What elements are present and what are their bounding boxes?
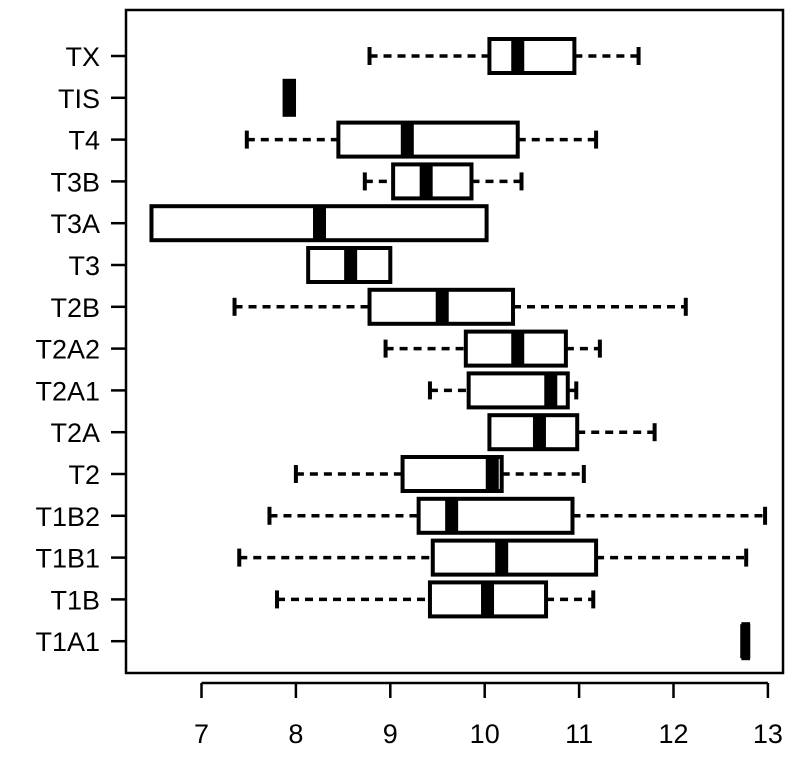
x-tick-label: 10 <box>470 719 500 749</box>
median-mark <box>445 498 459 533</box>
box-iqr <box>487 37 577 75</box>
median-mark <box>485 457 499 491</box>
box-t2b <box>232 287 688 326</box>
category-label: TX <box>65 42 100 72</box>
box-t2a <box>487 413 657 452</box>
x-tick-label: 11 <box>565 719 593 749</box>
category-label: T3A <box>50 209 100 239</box>
x-axis: 7 8 9 10 11 12 13 <box>194 681 783 749</box>
box-tis <box>282 78 297 117</box>
median-mark <box>481 582 495 617</box>
median-mark <box>511 331 525 366</box>
category-label: T2A2 <box>35 335 100 365</box>
x-tick-label: 8 <box>288 719 303 749</box>
y-axis: TX TIS T4 T3B T3A T3 T2B T2A2 T2A1 T2A T2 T1B2 T1B1 T… <box>35 42 126 657</box>
box-iqr <box>336 120 520 159</box>
box-t4 <box>244 120 599 159</box>
category-label: T3 <box>68 251 100 281</box>
median-mark <box>313 206 326 241</box>
x-tick-label: 12 <box>658 719 688 749</box>
median-mark <box>511 39 525 73</box>
median-mark <box>400 122 414 157</box>
median-mark <box>419 164 433 199</box>
median-mark <box>532 415 546 450</box>
box-t2 <box>293 455 586 493</box>
box-t1b2 <box>267 496 768 535</box>
category-label: T2A1 <box>35 376 100 406</box>
box-t1a1 <box>740 622 751 661</box>
median-mark <box>495 540 509 575</box>
box-iqr <box>416 496 575 535</box>
category-label: T1B2 <box>35 502 100 532</box>
box-t1b <box>275 580 596 619</box>
plot-frame <box>124 8 785 675</box>
box-t3b <box>362 162 524 201</box>
category-label: TIS <box>58 84 100 114</box>
median-mark <box>284 80 295 115</box>
category-label: T2B <box>50 293 100 323</box>
x-tick-label: 9 <box>383 719 398 749</box>
box-t3 <box>306 246 393 284</box>
boxes-layer <box>149 37 768 661</box>
category-label: T4 <box>68 126 100 156</box>
x-tick-label: 13 <box>753 719 783 749</box>
box-t1b1 <box>237 538 749 577</box>
median-mark <box>740 624 751 659</box>
category-label: T1B <box>50 585 100 615</box>
box-iqr <box>400 455 504 493</box>
box-tx <box>367 37 641 75</box>
category-label: T1A1 <box>35 627 100 657</box>
median-mark <box>344 248 358 282</box>
x-tick-label: 7 <box>194 719 209 749</box>
box-iqr <box>430 538 599 577</box>
median-mark <box>544 373 558 408</box>
category-label: T3B <box>50 167 100 197</box>
box-t3a <box>149 204 489 243</box>
category-label: T1B1 <box>35 544 100 574</box>
box-t2a2 <box>383 329 602 368</box>
category-label: T2 <box>68 460 100 490</box>
category-label: T2A <box>50 418 100 448</box>
median-mark <box>435 289 449 324</box>
box-t2a1 <box>427 371 579 410</box>
